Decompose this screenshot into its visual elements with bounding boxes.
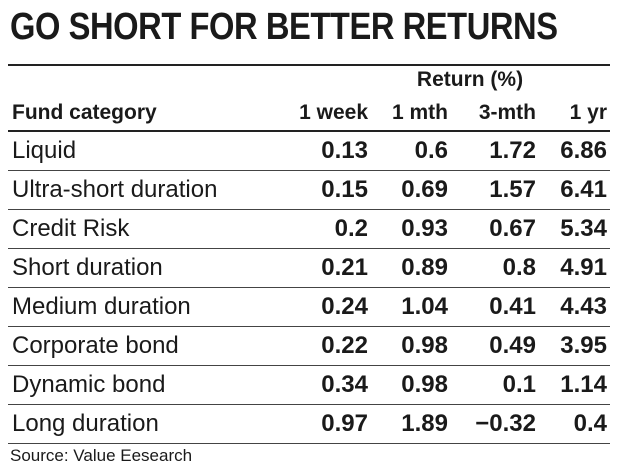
cell-1-week: 0.2 — [334, 215, 368, 242]
table-row: Medium duration 0.24 1.04 0.41 4.43 — [8, 288, 610, 327]
cell-1-mth: 0.6 — [414, 137, 448, 164]
table-row: Ultra-short duration 0.15 0.69 1.57 6.41 — [8, 171, 610, 210]
cell-fund-category: Corporate bond — [12, 332, 179, 359]
table-body: Liquid 0.13 0.6 1.72 6.86 Ultra-short duratio… — [8, 132, 610, 444]
column-header-1-yr: 1 yr — [569, 101, 607, 124]
cell-1-week: 0.13 — [321, 137, 368, 164]
table-row: Dynamic bond 0.34 0.98 0.1 1.14 — [8, 366, 610, 405]
cell-1-mth: 1.04 — [401, 293, 448, 320]
cell-3-mth: 0.1 — [502, 371, 536, 398]
cell-3-mth: 0.67 — [489, 215, 536, 242]
cell-1-yr: 5.34 — [560, 215, 607, 242]
top-rule — [8, 64, 610, 66]
cell-3-mth: 1.72 — [489, 137, 536, 164]
cell-1-mth: 0.98 — [401, 332, 448, 359]
cell-1-yr: 4.91 — [560, 254, 607, 281]
cell-fund-category: Credit Risk — [12, 215, 130, 242]
cell-3-mth: 0.49 — [489, 332, 536, 359]
cell-1-week: 0.34 — [321, 371, 368, 398]
cell-1-mth: 1.89 — [401, 410, 448, 437]
cell-fund-category: Long duration — [12, 410, 159, 437]
cell-fund-category: Dynamic bond — [12, 371, 166, 398]
table-header-row: Fund category 1 week 1 mth 3-mth 1 yr — [8, 96, 610, 132]
cell-fund-category: Liquid — [12, 137, 77, 164]
cell-fund-category: Short duration — [12, 254, 163, 281]
table-row: Short duration 0.21 0.89 0.8 4.91 — [8, 249, 610, 288]
chart-title: GO SHORT FOR BETTER RETURNS — [10, 6, 558, 48]
cell-3-mth: 0.41 — [489, 293, 536, 320]
column-header-fund-category: Fund category — [12, 101, 157, 124]
cell-1-yr: 6.41 — [560, 176, 607, 203]
cell-3-mth: 0.8 — [502, 254, 536, 281]
table-row: Liquid 0.13 0.6 1.72 6.86 — [8, 132, 610, 171]
cell-1-yr: 4.43 — [560, 293, 607, 320]
column-header-3-mth: 3-mth — [478, 101, 536, 124]
source-note: Source: Value Eesearch — [10, 446, 193, 465]
column-header-1-week: 1 week — [299, 101, 368, 124]
cell-1-week: 0.15 — [321, 176, 368, 203]
cell-1-week: 0.21 — [321, 254, 368, 281]
cell-1-yr: 0.4 — [573, 410, 607, 437]
cell-1-week: 0.22 — [321, 332, 368, 359]
cell-fund-category: Medium duration — [12, 293, 191, 320]
cell-1-mth: 0.98 — [401, 371, 448, 398]
cell-3-mth: 1.57 — [489, 176, 536, 203]
table-row: Credit Risk 0.2 0.93 0.67 5.34 — [8, 210, 610, 249]
return-group-header: Return (%) — [416, 68, 524, 91]
cell-1-week: 0.24 — [321, 293, 368, 320]
cell-1-mth: 0.93 — [401, 215, 448, 242]
cell-1-yr: 3.95 — [560, 332, 607, 359]
cell-3-mth: −0.32 — [475, 410, 536, 437]
column-header-1-mth: 1 mth — [391, 101, 448, 124]
cell-1-mth: 0.89 — [401, 254, 448, 281]
table-row: Long duration 0.97 1.89 −0.32 0.4 — [8, 405, 610, 444]
cell-1-mth: 0.69 — [401, 176, 448, 203]
cell-1-yr: 6.86 — [560, 137, 607, 164]
cell-fund-category: Ultra-short duration — [12, 176, 218, 203]
cell-1-week: 0.97 — [321, 410, 368, 437]
cell-1-yr: 1.14 — [560, 371, 607, 398]
table-row: Corporate bond 0.22 0.98 0.49 3.95 — [8, 327, 610, 366]
